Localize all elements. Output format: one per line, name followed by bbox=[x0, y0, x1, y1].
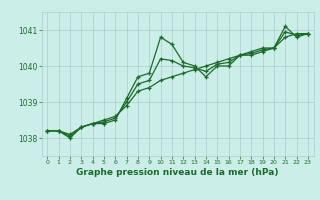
X-axis label: Graphe pression niveau de la mer (hPa): Graphe pression niveau de la mer (hPa) bbox=[76, 168, 279, 177]
